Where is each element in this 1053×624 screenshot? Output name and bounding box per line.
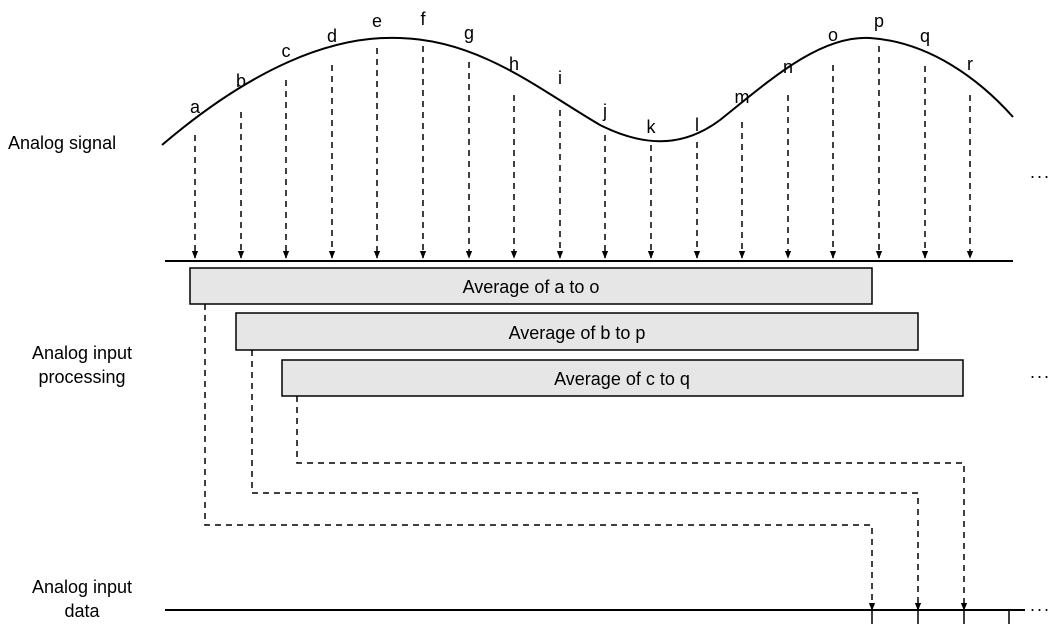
sample-label-j: j (602, 101, 607, 121)
sample-labels: a b c d e f g h i j k l m n o p q r (190, 9, 973, 137)
analog-signal-label: Analog signal (8, 133, 117, 153)
average-bar-2-label: Average of b to p (509, 323, 646, 343)
sample-label-c: c (282, 41, 291, 61)
ellipsis-data: ... (1030, 595, 1052, 615)
sample-label-k: k (647, 117, 657, 137)
sample-label-m: m (735, 87, 750, 107)
sample-label-h: h (509, 54, 519, 74)
processing-label-line2: processing (38, 367, 126, 387)
output-path-3 (296, 396, 968, 611)
average-bar-1-label: Average of a to o (463, 277, 600, 297)
sample-label-f: f (420, 9, 426, 29)
sample-label-e: e (372, 11, 382, 31)
data-label-line1: Analog input (31, 577, 133, 597)
sample-label-q: q (920, 26, 930, 46)
sample-label-l: l (695, 115, 699, 135)
sample-label-n: n (783, 57, 793, 77)
processing-label-line1: Analog input (31, 343, 133, 363)
output-path-1 (204, 304, 876, 611)
average-bar-3: Average of c to q (281, 359, 964, 397)
sample-label-a: a (190, 97, 201, 117)
sample-label-o: o (828, 25, 838, 45)
output-path-2 (251, 350, 922, 611)
analog-input-data-label: Analog input data (2, 575, 162, 623)
average-bar-2: Average of b to p (235, 312, 919, 351)
analog-input-processing-label: Analog input processing (2, 341, 162, 389)
input-data-ticks (871, 610, 1010, 624)
ellipsis-signal: ... (1030, 162, 1052, 182)
sample-arrows (191, 46, 974, 259)
sample-label-i: i (558, 68, 562, 88)
sample-label-d: d (327, 26, 337, 46)
ellipsis-processing: ... (1030, 362, 1052, 382)
analog-signal-curve (161, 36, 1014, 146)
average-bar-3-label: Average of c to q (554, 369, 690, 389)
average-bar-1: Average of a to o (189, 267, 873, 305)
data-label-line2: data (64, 601, 100, 621)
sample-label-p: p (874, 11, 884, 31)
sample-label-g: g (464, 23, 474, 43)
sample-label-r: r (967, 54, 973, 74)
sample-label-b: b (236, 71, 246, 91)
